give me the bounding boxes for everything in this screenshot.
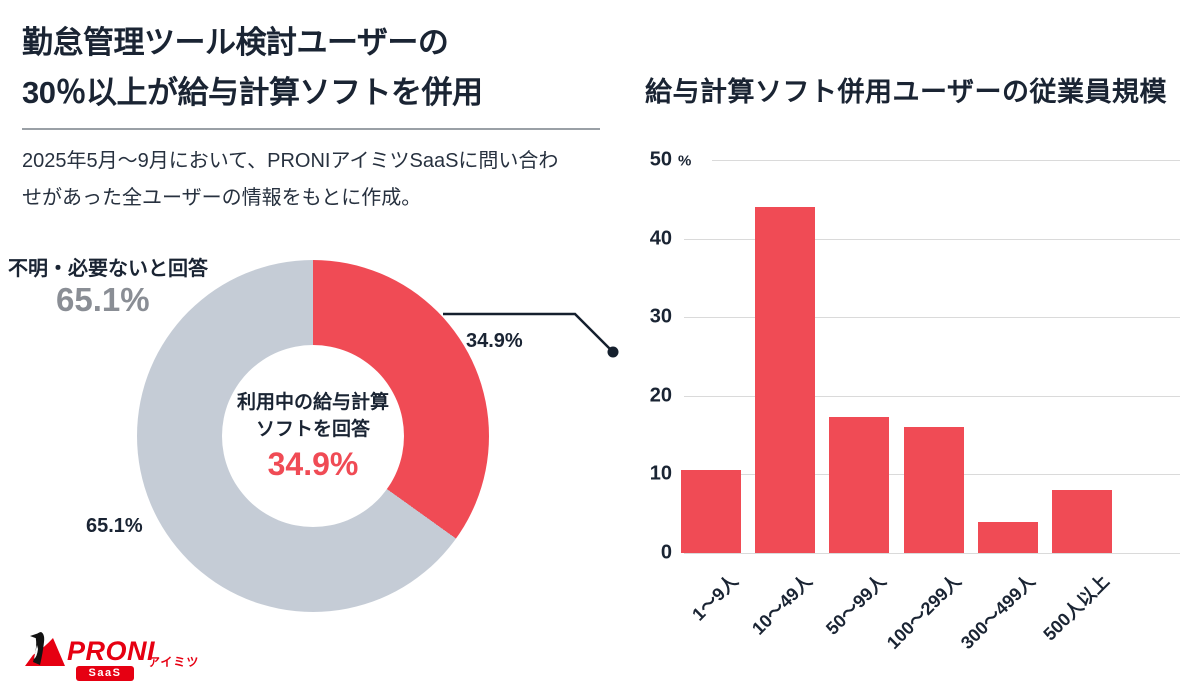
y-axis-tick-40: 40 (649, 227, 672, 250)
donut-center-label-line2: ソフトを回答 (255, 419, 370, 440)
y-axis-tick-20: 20 (649, 384, 672, 407)
penguin-logo-icon (25, 632, 65, 666)
page-title: 勤怠管理ツール検討ユーザーの 30％以上が給与計算ソフトを併用 (22, 18, 483, 118)
gray-slice-value-inner: 65.1% (86, 515, 143, 537)
donut-chart: 利用中の給与計算 ソフトを回答 34.9% (137, 260, 489, 612)
logo-saas-badge: SaaS (76, 666, 134, 681)
bar-100〜299人 (903, 427, 964, 553)
logo-brand-text: PRONI (67, 636, 156, 666)
gray-slice-label: 不明・必要ないと回答 (8, 258, 208, 280)
description-line2: せがあった全ユーザーの情報をもとに作成。 (22, 187, 422, 209)
y-axis-tick-50: 50% (649, 148, 692, 171)
bar-chart-title: 給与計算ソフト併用ユーザーの従業員規模 (645, 77, 1167, 107)
title-divider (22, 128, 600, 130)
proni-saas-logo: PRONI アイミツ SaaS (24, 629, 224, 689)
gridline-20 (684, 395, 1180, 397)
bar-300〜499人 (977, 521, 1038, 553)
donut-center-label-line1: 利用中の給与計算 (236, 392, 389, 413)
y-axis-tick-10: 10 (649, 462, 672, 485)
red-slice-value: 34.9% (466, 330, 523, 352)
gridline-40 (684, 238, 1180, 240)
description-text: 2025年5月〜9月において、PRONIアイミツSaaSに問い合わ せがあった全… (22, 143, 558, 217)
bar-500人以上 (1052, 490, 1112, 553)
page-title-line1: 勤怠管理ツール検討ユーザーの (22, 25, 449, 60)
donut-hole: 利用中の給与計算 ソフトを回答 34.9% (222, 345, 404, 527)
gray-slice-value-large: 65.1% (56, 281, 150, 318)
gridline-30 (684, 317, 1180, 319)
y-axis-unit-label: % (678, 152, 692, 170)
y-axis-tick-0: 0 (660, 541, 672, 564)
bar-50〜99人 (829, 417, 890, 553)
bar-1〜9人 (681, 470, 741, 553)
page-title-line2: 30％以上が給与計算ソフトを併用 (22, 75, 483, 110)
gridline-0 (684, 553, 1180, 554)
gridline-50 (712, 160, 1180, 161)
callout-dot (607, 346, 619, 358)
description-line1: 2025年5月〜9月において、PRONIアイミツSaaSに問い合わ (22, 150, 559, 172)
donut-center-value: 34.9% (267, 446, 359, 482)
logo-sub-text: アイミツ (148, 655, 200, 669)
bar-10〜49人 (755, 207, 816, 553)
y-axis-tick-30: 30 (649, 305, 672, 328)
